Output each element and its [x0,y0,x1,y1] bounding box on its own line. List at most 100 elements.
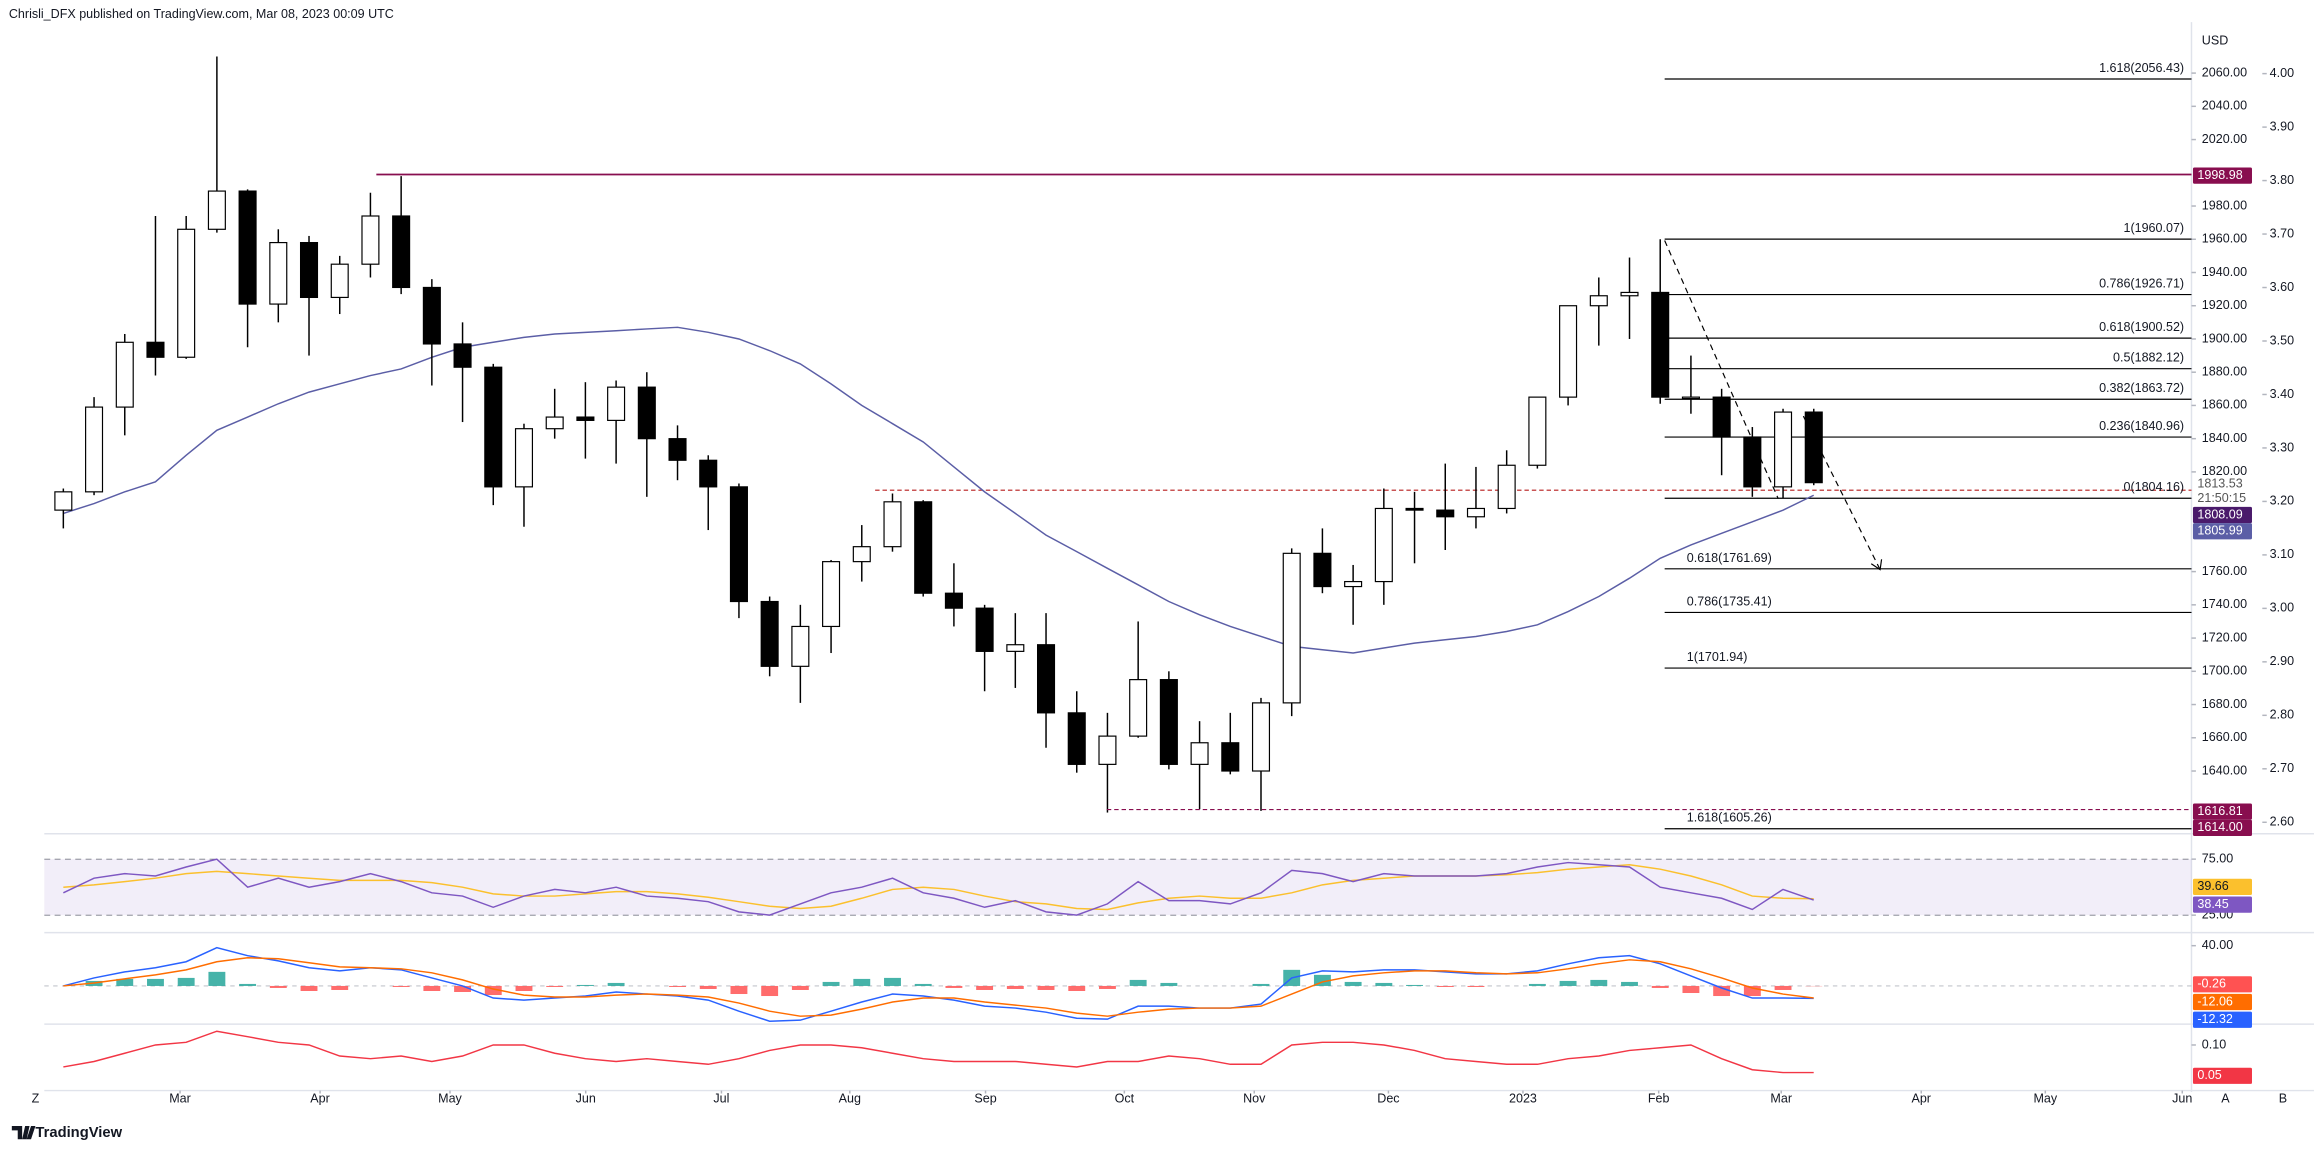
candle-body [1098,735,1117,765]
signal-value: -12.06 [2197,994,2233,1008]
histogram-bar [300,985,318,991]
histogram-bar [1129,979,1147,986]
fib-label: 1(1701.94) [1687,650,1748,664]
histogram-bar [116,978,134,986]
price-label: 1808.09 [2197,507,2242,521]
logo-mark [11,1125,36,1140]
y-tick-label: 1980.00 [2202,198,2247,212]
candle-body [146,341,165,358]
histogram-bar [945,985,963,988]
rsi-band [44,859,2192,916]
candle-body [207,190,226,230]
indicator-value-box [2192,878,2252,896]
candle-body [1067,712,1086,765]
candle-body [422,286,441,345]
candle-body [1313,552,1332,588]
candle-body [85,406,104,493]
candle-body [944,592,963,609]
y-tick-label: 1640.00 [2202,763,2247,777]
y2-tick-label: 2.80 [2270,708,2294,722]
histogram-bar [1375,982,1393,986]
y2-tick-label: 3.60 [2270,280,2294,294]
histogram-bar [914,983,932,986]
histogram-bar [853,978,871,986]
candle-body [1374,507,1393,583]
fib-label: 0.786(1735.41) [1687,594,1772,608]
candle-body [883,501,902,548]
auto-scale-button[interactable]: A [2221,1092,2230,1106]
histogram-bar [822,981,840,986]
histogram-bar [331,985,349,990]
y-tick-label: 1960.00 [2202,232,2247,246]
x-tick-label: Jul [713,1092,729,1106]
histogram-bar [392,985,410,987]
timezone-button[interactable]: Z [32,1092,40,1106]
candle-body [1528,396,1547,466]
x-tick-label: Apr [1911,1092,1931,1106]
histogram-bar [454,985,472,993]
candle-body [760,600,779,667]
indicator-value-box [2192,1067,2252,1084]
histogram-bar [1313,974,1331,986]
y2-tick-label: 3.20 [2270,494,2294,508]
fib-label: 0(1804.16) [2123,480,2184,494]
histogram-bar [1621,981,1638,986]
y-tick-label: 2040.00 [2202,99,2247,113]
y2-tick-label: 3.00 [2270,601,2294,615]
x-tick-label: Jun [576,1092,596,1106]
indicator-line [63,864,1814,911]
candle-body [699,459,718,488]
x-tick-label: Mar [1770,1092,1792,1106]
publish-caption: Chrisli_DFX published on TradingView.com… [9,7,394,21]
histogram-bar [239,983,257,986]
settings-button[interactable]: B [2279,1092,2287,1106]
candle-body [330,263,349,299]
y-tick-label: 2020.00 [2202,132,2247,146]
candle-body [177,228,196,358]
price-label: 1616.81 [2197,804,2242,818]
price-label: 1614.00 [2197,820,2242,834]
candle-body [299,241,319,299]
projection-line [1802,415,1881,570]
indicator-value-box [2192,896,2252,913]
candle-body [1804,411,1823,484]
candle-body [545,416,564,430]
x-tick-label: Sep [974,1092,996,1106]
price-label: 1805.99 [2197,524,2242,538]
y2-tick-label: 3.80 [2270,173,2294,187]
histogram-bar [1037,985,1055,990]
projection-arrows [1664,240,1883,571]
y2-tick-label: 3.70 [2270,226,2294,240]
candle-body [1129,679,1148,737]
x-tick-label: 2023 [1509,1092,1537,1106]
y2-tick-label: 3.40 [2270,387,2294,401]
price-label-box [2192,506,2252,524]
arrow-head [1870,559,1883,571]
candle-body [392,215,411,289]
y-tick-label: 0.10 [2202,1037,2226,1051]
candle-body [1405,507,1424,511]
candle-body [1282,552,1301,704]
candle-body [668,438,687,461]
candle-body [1221,742,1240,772]
price-label-box [2192,167,2252,184]
x-tick-label: Apr [310,1092,330,1106]
currency-label: USD [2202,34,2228,48]
histogram-bar [1682,985,1700,994]
candle-body [269,241,288,305]
x-tick-label: Dec [1377,1092,1399,1106]
histogram-bar [1068,985,1086,991]
price-label-box [2192,523,2252,540]
histogram-bar [1467,985,1485,987]
y2-tick-label: 2.70 [2270,761,2294,775]
moving-average [63,326,1815,654]
indicator-value: 38.45 [2197,897,2228,911]
candle-body [361,215,380,265]
y-tick-label: 1720.00 [2202,630,2247,644]
candle-body [1436,509,1455,518]
y2-tick-label: 3.90 [2270,119,2294,133]
candle-body [576,416,595,421]
x-tick-label: Oct [1115,1092,1135,1106]
candle-body [1497,464,1516,510]
histogram-bar [269,985,287,988]
